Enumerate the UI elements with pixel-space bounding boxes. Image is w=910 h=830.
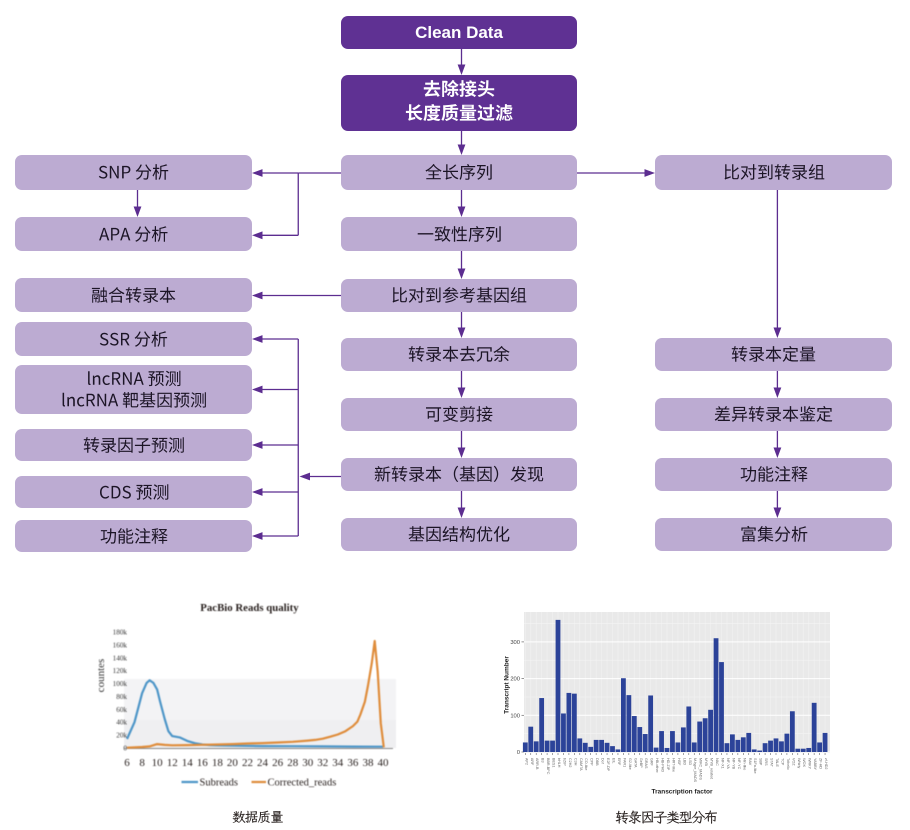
svg-text:8: 8 — [139, 757, 145, 769]
svg-text:BBR-BPC: BBR-BPC — [546, 758, 550, 775]
svg-text:countes: countes — [95, 659, 107, 693]
svg-text:CPP: CPP — [590, 758, 594, 766]
svg-text:16: 16 — [197, 757, 209, 769]
svg-text:18: 18 — [212, 757, 224, 769]
svg-text:ZF-HD: ZF-HD — [819, 758, 823, 769]
svg-text:HD-ZIP: HD-ZIP — [666, 758, 670, 771]
svg-text:120k: 120k — [113, 667, 128, 675]
svg-text:38: 38 — [363, 757, 375, 769]
svg-text:G2-like: G2-like — [628, 758, 632, 770]
svg-text:LSD: LSD — [688, 758, 692, 766]
svg-text:Nin-like: Nin-like — [742, 758, 746, 770]
svg-text:28: 28 — [287, 757, 299, 769]
svg-text:24: 24 — [257, 757, 269, 769]
svg-text:180k: 180k — [113, 629, 128, 637]
svg-text:14: 14 — [182, 757, 194, 769]
svg-text:TCP: TCP — [781, 758, 785, 766]
svg-text:C3H: C3H — [573, 758, 577, 766]
svg-text:Transcription factor: Transcription factor — [651, 789, 713, 796]
svg-text:WRKY: WRKY — [808, 758, 812, 770]
svg-text:40k: 40k — [116, 719, 127, 727]
svg-text:80k: 80k — [116, 693, 127, 701]
svg-text:10: 10 — [152, 757, 164, 769]
svg-text:160k: 160k — [113, 641, 128, 649]
svg-text:YABBY: YABBY — [813, 758, 817, 771]
svg-text:WOX: WOX — [802, 758, 806, 767]
svg-text:32: 32 — [317, 757, 328, 769]
svg-text:0: 0 — [517, 750, 520, 756]
svg-text:34: 34 — [332, 757, 344, 769]
svg-text:LBD: LBD — [682, 758, 686, 766]
svg-text:12: 12 — [167, 757, 178, 769]
svg-text:Transcript Number: Transcript Number — [504, 656, 511, 714]
svg-text:HRT-like: HRT-like — [671, 758, 675, 772]
svg-text:S1Fa-like: S1Fa-like — [753, 758, 757, 774]
svg-text:36: 36 — [347, 757, 359, 769]
svg-text:B3: B3 — [541, 758, 545, 763]
svg-text:140k: 140k — [113, 654, 128, 662]
svg-text:NF-X1: NF-X1 — [721, 758, 725, 769]
svg-text:200: 200 — [510, 677, 520, 683]
svg-text:GRF: GRF — [650, 758, 654, 767]
svg-text:20: 20 — [227, 757, 239, 769]
svg-text:ERF: ERF — [617, 758, 621, 766]
svg-text:bHLH: bHLH — [557, 758, 561, 768]
svg-text:Dof: Dof — [601, 758, 605, 765]
svg-text:20k: 20k — [116, 732, 127, 740]
svg-text:100: 100 — [510, 713, 520, 719]
svg-text:26: 26 — [272, 757, 284, 769]
svg-text:GeBP: GeBP — [639, 758, 643, 768]
svg-text:SBP: SBP — [759, 758, 763, 766]
svg-text:bZIP: bZIP — [562, 758, 566, 766]
svg-text:CAMTA: CAMTA — [579, 758, 583, 771]
svg-text:M-type_MADS: M-type_MADS — [693, 758, 697, 783]
svg-text:6: 6 — [124, 757, 130, 769]
svg-text:EIL: EIL — [612, 758, 616, 764]
svg-text:MYB_related: MYB_related — [710, 758, 714, 779]
svg-text:MYB: MYB — [704, 758, 708, 767]
svg-text:GATA: GATA — [633, 758, 637, 768]
svg-text:FAR1: FAR1 — [622, 758, 626, 767]
svg-text:NAC: NAC — [715, 758, 719, 766]
svg-text:GRAS: GRAS — [644, 758, 648, 769]
svg-text:60k: 60k — [116, 706, 127, 714]
svg-text:HSF: HSF — [677, 758, 681, 766]
svg-text:300: 300 — [510, 640, 520, 646]
svg-text:Trihelix: Trihelix — [786, 758, 790, 770]
svg-text:PacBio Reads quality: PacBio Reads quality — [200, 602, 299, 614]
svg-text:NF-YB: NF-YB — [731, 758, 735, 770]
svg-text:C2H2: C2H2 — [568, 758, 572, 767]
svg-text:AP2: AP2 — [524, 758, 528, 765]
svg-text:30: 30 — [302, 757, 314, 769]
svg-text:ARF: ARF — [530, 758, 534, 766]
svg-text:MIKC_MADS: MIKC_MADS — [699, 758, 703, 780]
svg-text:CO-like: CO-like — [584, 758, 588, 770]
svg-text:ARR-B: ARR-B — [535, 758, 539, 770]
svg-text:RAV: RAV — [748, 758, 752, 766]
svg-text:TALE: TALE — [775, 758, 779, 767]
svg-text:BES1: BES1 — [552, 758, 556, 767]
svg-text:22: 22 — [242, 757, 253, 769]
svg-text:Subreads: Subreads — [200, 778, 239, 789]
svg-text:100k: 100k — [113, 680, 128, 688]
svg-text:HB-other: HB-other — [655, 758, 659, 774]
svg-text:zf-HD2: zf-HD2 — [824, 758, 828, 769]
svg-text:NF-YA: NF-YA — [726, 758, 730, 769]
svg-text:NF-YC: NF-YC — [737, 758, 741, 770]
svg-text:Whirly: Whirly — [797, 758, 801, 768]
svg-text:HB-PHD: HB-PHD — [661, 758, 665, 772]
svg-text:40: 40 — [378, 757, 390, 769]
svg-text:DBB: DBB — [595, 758, 599, 766]
svg-text:STAT: STAT — [770, 758, 774, 768]
svg-text:SRS: SRS — [764, 758, 768, 766]
svg-text:VOZ: VOZ — [791, 758, 795, 766]
svg-text:E2F-DP: E2F-DP — [606, 758, 610, 772]
svg-text:Corrected_reads: Corrected_reads — [268, 778, 337, 789]
